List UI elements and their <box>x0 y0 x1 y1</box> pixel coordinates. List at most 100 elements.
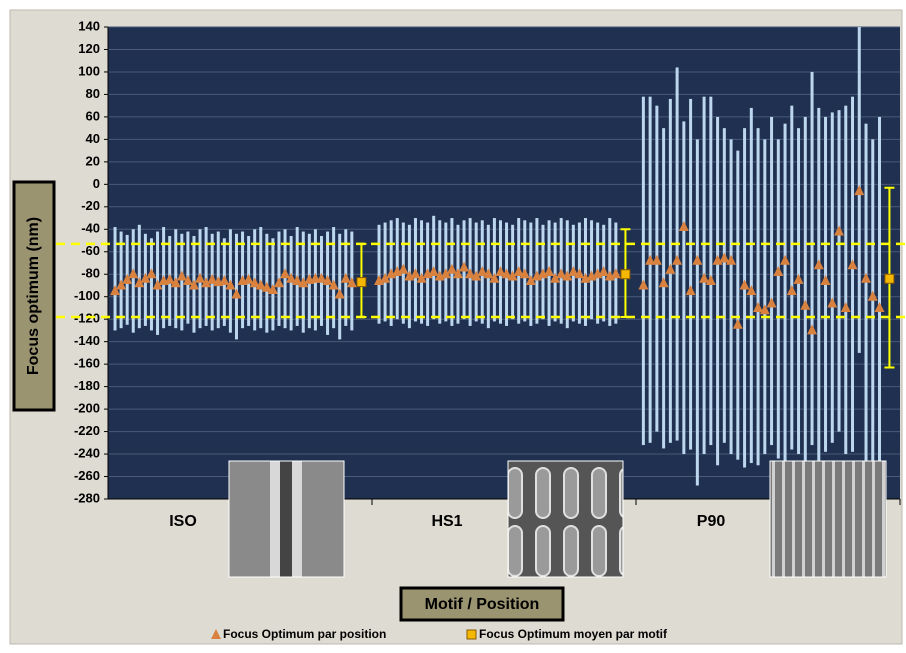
point <box>834 225 845 236</box>
y-tick-label: -20 <box>81 198 100 213</box>
point <box>116 279 127 290</box>
range-bar <box>332 227 336 329</box>
point <box>847 259 858 270</box>
point <box>110 285 121 296</box>
y-tick-label: -200 <box>74 401 100 416</box>
point <box>705 274 716 285</box>
range-bar <box>844 105 848 455</box>
point <box>658 277 669 288</box>
point <box>800 299 811 310</box>
point <box>726 254 737 265</box>
range-bar <box>553 222 557 322</box>
y-tick-label: 80 <box>86 86 100 101</box>
range-bar <box>729 139 733 455</box>
range-bar <box>682 121 686 455</box>
point <box>134 277 145 288</box>
point <box>328 279 339 290</box>
point <box>465 268 476 279</box>
overlay: Focus optimum (nm) Motif / Position ISO H… <box>12 180 887 641</box>
point <box>410 268 421 279</box>
point <box>122 273 133 284</box>
range-bar <box>763 139 767 455</box>
point <box>243 273 254 284</box>
marks <box>56 27 905 486</box>
point <box>446 263 457 274</box>
point <box>672 254 683 265</box>
point <box>719 252 730 263</box>
point <box>188 279 199 290</box>
range-bar <box>783 123 787 466</box>
point <box>483 268 494 279</box>
point <box>556 268 567 279</box>
range-bar <box>648 96 652 443</box>
y-tick-label: 40 <box>86 131 100 146</box>
point <box>507 270 518 281</box>
point <box>146 268 157 279</box>
point <box>732 318 743 329</box>
y-axis-title: Focus optimum (nm) <box>25 217 42 375</box>
range-bar <box>641 96 645 446</box>
point <box>334 288 345 299</box>
sem-image <box>228 460 345 578</box>
legend-label: Focus Optimum moyen par motif <box>479 627 668 641</box>
range-bar <box>137 224 141 329</box>
legend-label: Focus Optimum par position <box>223 627 386 641</box>
y-tick-label: -80 <box>81 266 100 281</box>
point <box>495 265 506 276</box>
point <box>346 277 357 288</box>
range-bar <box>529 222 533 326</box>
point <box>562 270 573 281</box>
point <box>820 274 831 285</box>
range-bar <box>756 128 760 466</box>
point <box>452 268 463 279</box>
point <box>638 279 649 290</box>
range-bar <box>662 128 666 449</box>
range-bar <box>803 116 807 466</box>
point <box>249 277 260 288</box>
point <box>786 285 797 296</box>
point <box>861 272 872 283</box>
point <box>128 268 139 279</box>
point <box>286 272 297 283</box>
range-bar <box>492 218 496 322</box>
point <box>501 268 512 279</box>
range-bar <box>420 220 424 324</box>
y-tick-label: 20 <box>86 153 100 168</box>
point <box>813 259 824 270</box>
range-bar <box>590 220 594 320</box>
point <box>759 304 770 315</box>
range-bar <box>259 227 263 329</box>
point <box>780 254 791 265</box>
point <box>773 265 784 276</box>
point <box>280 268 291 279</box>
point <box>416 272 427 283</box>
point <box>489 272 500 283</box>
range-bar <box>851 96 855 452</box>
range-bar <box>871 139 875 477</box>
x-tick-label: P90 <box>697 513 726 530</box>
y-tick-label: -240 <box>74 445 100 460</box>
point <box>428 265 439 276</box>
y-tick-label: 0 <box>93 176 100 191</box>
point <box>854 185 865 196</box>
point <box>645 254 656 265</box>
range-bar <box>113 227 117 331</box>
point <box>827 297 838 308</box>
y-tick-label: -180 <box>74 378 100 393</box>
x-tick-label: ISO <box>169 513 197 530</box>
range-bar <box>722 128 726 443</box>
point <box>685 285 696 296</box>
point <box>267 283 278 294</box>
point <box>273 277 284 288</box>
point <box>739 279 750 290</box>
point <box>544 265 555 276</box>
range-bar <box>716 116 720 466</box>
range-bar <box>837 110 841 432</box>
range-bar <box>709 96 713 446</box>
range-bar <box>790 105 794 450</box>
point <box>152 279 163 290</box>
mean-point <box>884 273 895 284</box>
y-tick-label: 60 <box>86 108 100 123</box>
point <box>568 265 579 276</box>
